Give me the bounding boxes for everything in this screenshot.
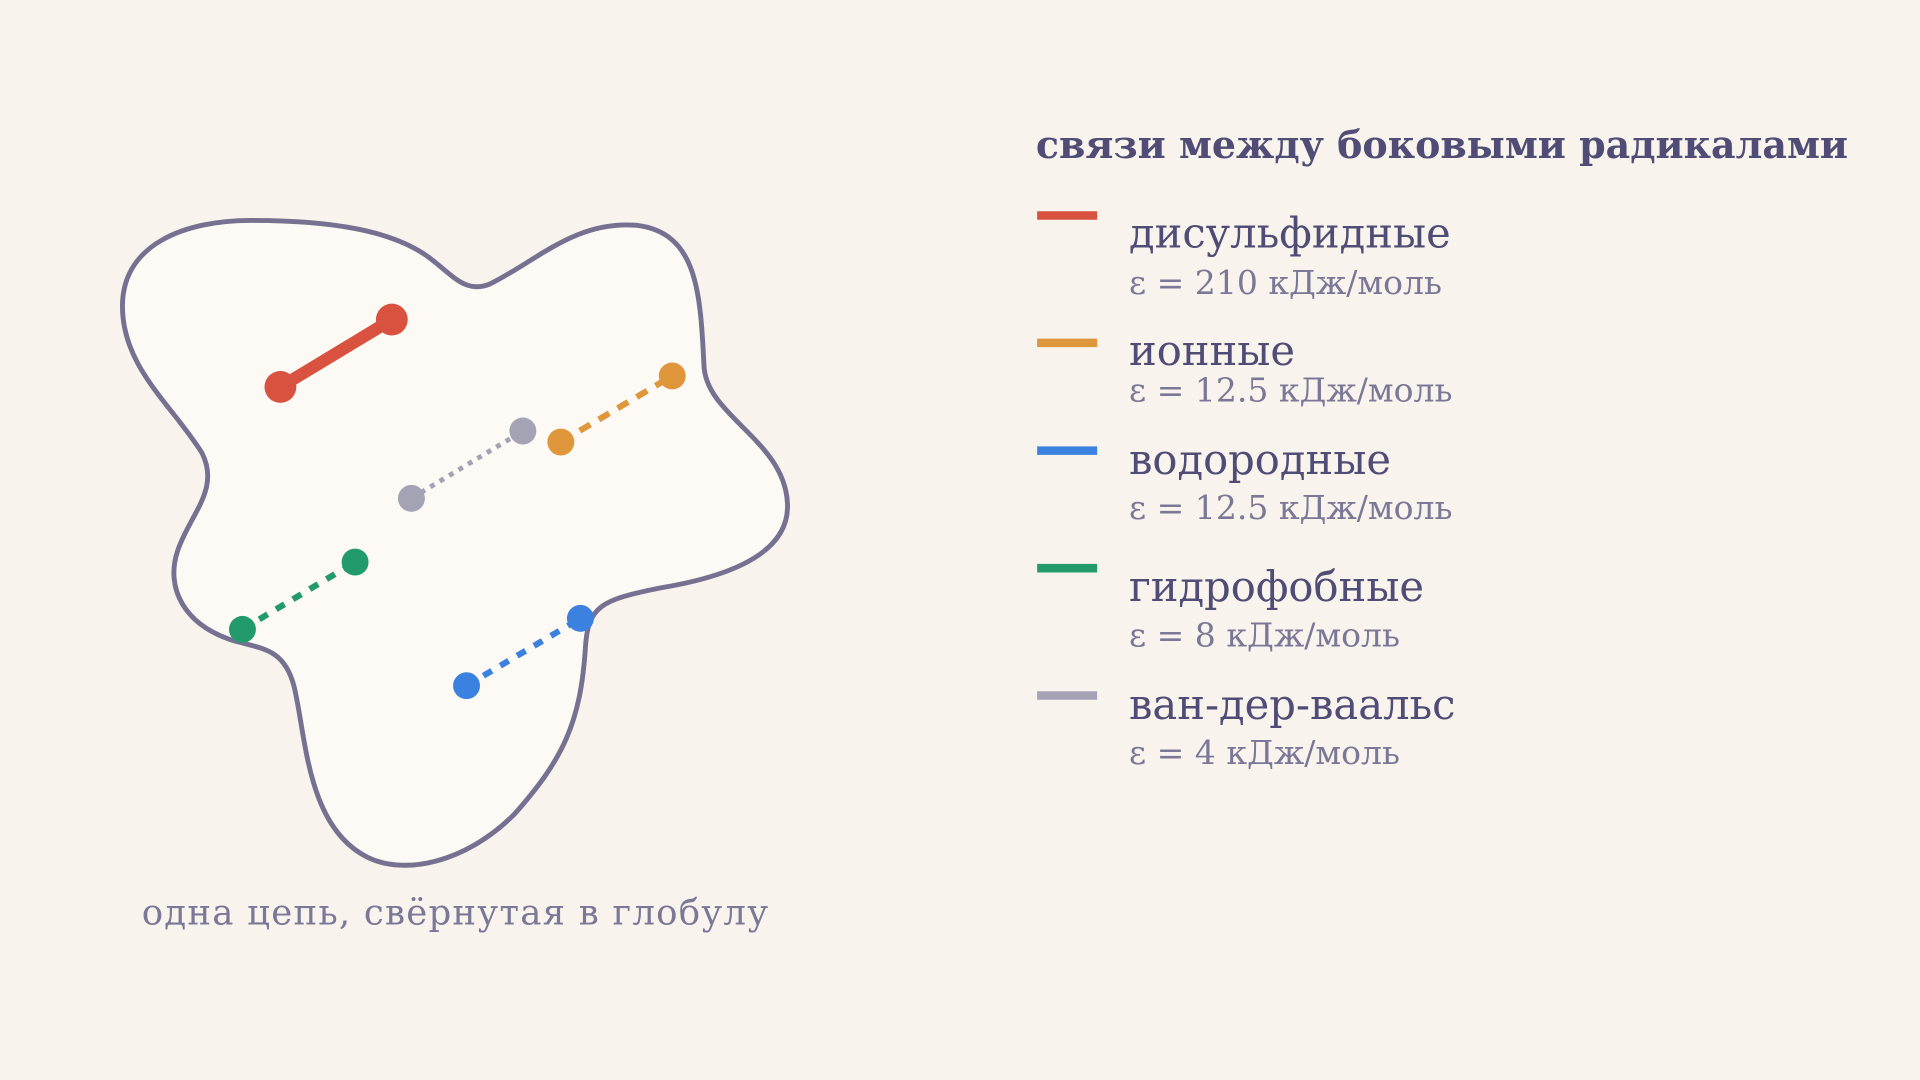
legend-item: дисульфидные ε = 210 кДж/моль <box>1037 208 1451 302</box>
legend-label: гидрофобные <box>1129 562 1424 611</box>
legend-label: ван-дер-ваальс <box>1129 680 1456 729</box>
legend-label: дисульфидные <box>1129 208 1451 257</box>
legend-item: гидрофобные ε = 8 кДж/моль <box>1037 562 1424 655</box>
legend-item: водородные ε = 12.5 кДж/моль <box>1037 435 1453 527</box>
ionic-bond <box>547 362 686 456</box>
hydrophobic-bond <box>228 548 369 643</box>
legend-label: ионные <box>1129 326 1295 375</box>
legend-energy: ε = 210 кДж/моль <box>1129 263 1442 302</box>
legend-title: связи между боковыми радикалами <box>1036 122 1848 167</box>
legend-energy: ε = 12.5 кДж/моль <box>1129 371 1453 410</box>
legend-label: водородные <box>1129 435 1391 484</box>
vdw-bond <box>397 417 537 512</box>
caption: одна цепь, свёрнутая в глобулу <box>142 892 770 933</box>
disulfide-bond <box>264 303 408 403</box>
hydrogen-bond <box>453 604 594 700</box>
legend-energy: ε = 8 кДж/моль <box>1129 616 1400 655</box>
legend-energy: ε = 12.5 кДж/моль <box>1129 488 1453 527</box>
legend-item: ионные ε = 12.5 кДж/моль <box>1037 326 1453 410</box>
legend-energy: ε = 4 кДж/моль <box>1129 733 1400 772</box>
legend-item: ван-дер-ваальс ε = 4 кДж/моль <box>1037 680 1456 772</box>
